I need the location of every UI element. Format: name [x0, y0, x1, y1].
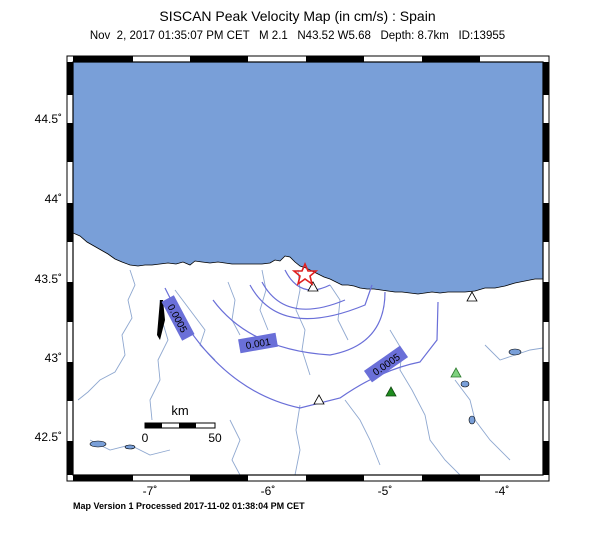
contour-inner-2 — [261, 281, 346, 310]
contour-0.001 — [212, 291, 386, 356]
station-light-green-triangle[interactable] — [450, 367, 462, 378]
event-info: Nov 2, 2017 01:35:07 PM CET M 2.1 N43.52… — [89, 30, 506, 42]
longitude-labels: -7˚ -6˚ -5˚ -4˚ — [143, 484, 510, 498]
scale-bar: km 0 50 — [142, 403, 222, 445]
contour-inner-1 — [284, 269, 331, 291]
lat-label: 44˚ — [45, 192, 62, 206]
processing-footer: Map Version 1 Processed 2017-11-02 01:38… — [73, 501, 305, 511]
station-dark-green-triangle[interactable] — [385, 386, 397, 397]
reservoirs — [89, 348, 522, 450]
contour-0.0005 — [164, 287, 439, 409]
contour-label-0.001: 0.001 — [245, 337, 272, 352]
map-frame — [66, 55, 550, 482]
station-open-triangle[interactable] — [307, 281, 319, 292]
map-title: SISCAN Peak Velocity Map (in cm/s) : Spa… — [159, 8, 436, 24]
station-open-triangle[interactable] — [313, 394, 325, 405]
lon-label: -5˚ — [378, 484, 393, 498]
latitude-labels: 44.5˚ 44˚ 43.5˚ 43˚ 42.5˚ — [35, 112, 62, 444]
stations[interactable] — [307, 281, 478, 405]
station-open-triangle[interactable] — [466, 291, 478, 302]
scale-bar-label-0: 0 — [142, 431, 149, 445]
epicenter-star-icon[interactable] — [291, 261, 319, 286]
lon-label: -4˚ — [495, 484, 510, 498]
scale-bar-unit: km — [171, 403, 188, 418]
contour-inner-3 — [249, 284, 373, 320]
sea-area — [73, 62, 543, 295]
lat-label: 43˚ — [45, 351, 62, 365]
velocity-contours — [164, 269, 439, 409]
lon-label: -6˚ — [261, 484, 276, 498]
lon-label: -7˚ — [143, 484, 158, 498]
reservoir-dark — [157, 300, 165, 340]
scale-bar-label-50: 50 — [208, 431, 222, 445]
lat-label: 44.5˚ — [35, 112, 62, 126]
lat-label: 43.5˚ — [35, 272, 62, 286]
lat-label: 42.5˚ — [35, 430, 62, 444]
